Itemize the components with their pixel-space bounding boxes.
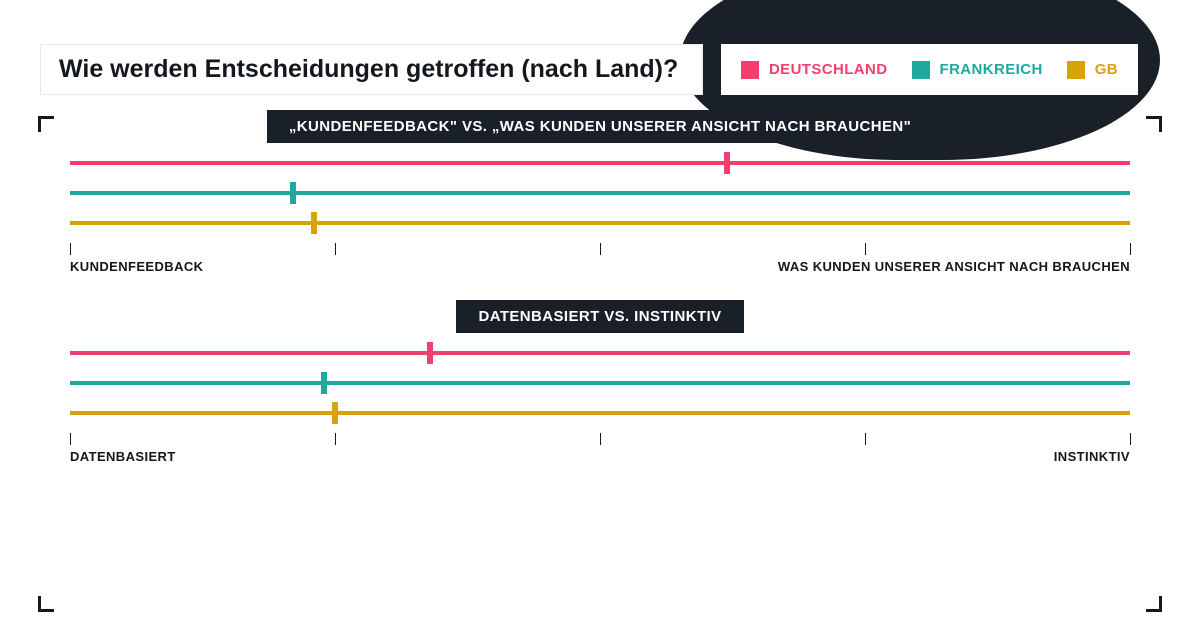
legend-swatch-germany [741, 61, 759, 79]
section-title: „Kundenfeedback" vs. „Was Kunden unserer… [70, 110, 1130, 143]
legend-label-gb: GB [1095, 61, 1118, 78]
scale-track [70, 411, 1130, 415]
axis-tick [600, 243, 601, 255]
section-1: datenbasiert vs. instinktiv datenbasiert i… [70, 300, 1130, 464]
axis-tick [70, 433, 71, 445]
legend-label-france: Frankreich [940, 61, 1043, 78]
scale-line-gb [70, 411, 1130, 415]
axis-tick [70, 243, 71, 255]
axis-right-label: instinktiv [1054, 449, 1130, 464]
scale-marker [311, 212, 317, 234]
axis-tick [1130, 243, 1131, 255]
section-title-text: datenbasiert vs. instinktiv [456, 300, 743, 333]
frame-corner-br [1146, 596, 1162, 612]
axis-tick [865, 243, 866, 255]
axis-left-label: Kundenfeedback [70, 259, 203, 274]
chart-body: „Kundenfeedback" vs. „Was Kunden unserer… [70, 110, 1130, 490]
scales [70, 351, 1130, 415]
axis-tick [335, 243, 336, 255]
scale-track [70, 191, 1130, 195]
legend-label-germany: Deutschland [769, 61, 888, 78]
scales [70, 161, 1130, 225]
scale-track [70, 351, 1130, 355]
section-title: datenbasiert vs. instinktiv [70, 300, 1130, 333]
axis-tick [335, 433, 336, 445]
scale-line-gb [70, 221, 1130, 225]
axis-labels: Kundenfeedback was Kunden unserer Ansicht… [70, 259, 1130, 274]
scale-marker [427, 342, 433, 364]
section-0: „Kundenfeedback" vs. „Was Kunden unserer… [70, 110, 1130, 274]
axis-left-label: datenbasiert [70, 449, 176, 464]
header-row: Wie werden Entscheidungen getroffen (nac… [40, 44, 1138, 95]
scale-line-france [70, 381, 1130, 385]
legend-swatch-gb [1067, 61, 1085, 79]
axis [70, 433, 1130, 445]
legend-item-gb: GB [1067, 61, 1118, 79]
axis-right-label: was Kunden unserer Ansicht nach brauchen [778, 259, 1130, 274]
section-title-text: „Kundenfeedback" vs. „Was Kunden unserer… [267, 110, 933, 143]
axis-tick [1130, 433, 1131, 445]
frame-corner-bl [38, 596, 54, 612]
scale-track [70, 221, 1130, 225]
axis [70, 243, 1130, 255]
chart-title: Wie werden Entscheidungen getroffen (nac… [40, 44, 703, 95]
axis-tick [865, 433, 866, 445]
scale-line-germany [70, 161, 1130, 165]
legend: Deutschland Frankreich GB [721, 44, 1138, 95]
legend-swatch-france [912, 61, 930, 79]
scale-line-france [70, 191, 1130, 195]
scale-marker [290, 182, 296, 204]
scale-marker [321, 372, 327, 394]
frame-corner-tr [1146, 116, 1162, 132]
axis-tick [600, 433, 601, 445]
axis-labels: datenbasiert instinktiv [70, 449, 1130, 464]
scale-track [70, 161, 1130, 165]
scale-line-germany [70, 351, 1130, 355]
scale-marker [724, 152, 730, 174]
legend-item-germany: Deutschland [741, 61, 888, 79]
frame-corner-tl [38, 116, 54, 132]
scale-marker [332, 402, 338, 424]
legend-item-france: Frankreich [912, 61, 1043, 79]
scale-track [70, 381, 1130, 385]
